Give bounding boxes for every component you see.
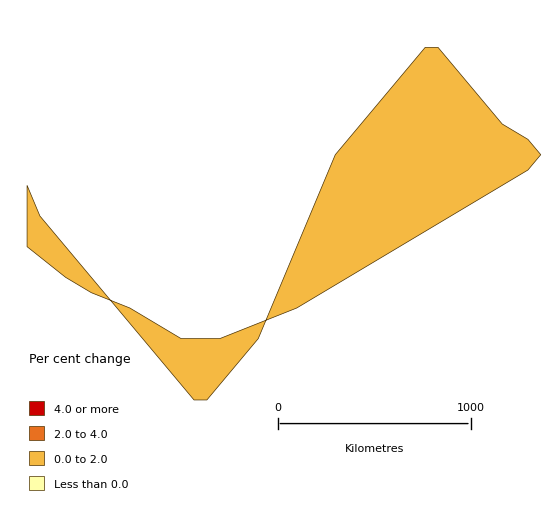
Text: 1000: 1000 [457,403,485,413]
Text: 4.0 or more: 4.0 or more [54,405,119,415]
Text: 0: 0 [274,403,281,413]
FancyBboxPatch shape [29,401,44,415]
FancyBboxPatch shape [29,476,44,490]
Text: Less than 0.0: Less than 0.0 [54,480,128,490]
Text: 2.0 to 4.0: 2.0 to 4.0 [54,430,108,440]
FancyBboxPatch shape [29,451,44,465]
Polygon shape [27,47,541,400]
Text: 0.0 to 2.0: 0.0 to 2.0 [54,455,107,465]
Text: Per cent change: Per cent change [29,353,130,366]
FancyBboxPatch shape [29,425,44,440]
Text: Kilometres: Kilometres [345,444,404,454]
